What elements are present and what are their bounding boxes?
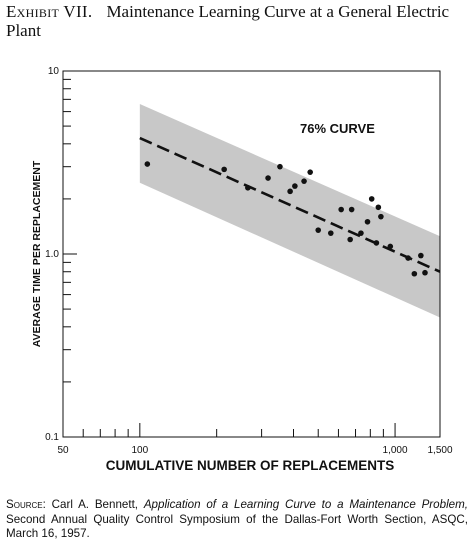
data-point <box>277 163 283 170</box>
data-point <box>307 169 313 175</box>
data-point <box>405 255 411 261</box>
x-tick-label: 50 <box>57 445 69 456</box>
data-point <box>265 175 271 181</box>
data-point <box>301 178 307 184</box>
y-tick-label: 10 <box>48 66 60 77</box>
data-point <box>411 270 418 277</box>
data-point <box>358 230 364 236</box>
data-point <box>422 269 428 276</box>
data-point <box>378 213 384 220</box>
data-point <box>418 252 424 259</box>
data-point <box>348 206 355 213</box>
trend-line-76-percent <box>139 136 441 273</box>
exhibit-number: Exhibit VII. <box>6 2 93 21</box>
learning-curve-chart: 50 100 1,000 1,500 0.1 1.0 10 76% CURVE AVERAG… <box>31 66 453 456</box>
data-point <box>375 204 382 211</box>
x-tick-label: 1,500 <box>427 445 452 456</box>
data-point <box>245 185 251 191</box>
data-point <box>292 183 298 189</box>
data-point <box>315 227 322 233</box>
exhibit-title: Exhibit VII. Maintenance Learning Curve a… <box>6 2 468 40</box>
data-point <box>364 218 371 225</box>
source-author: Carl A. Bennett, <box>51 498 139 511</box>
x-tick-label: 1,000 <box>383 445 408 456</box>
data-point <box>368 196 375 202</box>
y-axis-label: AVERAGE TIME PER REPLACEMENT <box>31 160 43 347</box>
source-note: Source: Carl A. Bennett, Application of … <box>6 498 468 542</box>
data-point <box>338 206 344 213</box>
data-point <box>347 236 353 243</box>
source-details: Second Annual Quality Control Symposium … <box>6 512 468 541</box>
x-tick-label: 100 <box>131 445 148 456</box>
data-point <box>287 188 293 195</box>
data-point <box>327 230 334 236</box>
source-title: Application of a Learning Curve to a Mai… <box>143 498 468 511</box>
data-point <box>387 243 394 250</box>
title-text: Maintenance Learning Curve at a General … <box>6 2 450 40</box>
x-axis-label: CUMULATIVE NUMBER OF REPLACEMENTS <box>105 458 395 473</box>
data-point <box>373 240 380 246</box>
shaded-band <box>139 104 440 318</box>
data-point <box>221 166 227 173</box>
curve-annotation: 76% CURVE <box>300 121 375 136</box>
y-tick-label: 0.1 <box>45 432 59 443</box>
y-tick-label: 1.0 <box>45 249 59 260</box>
source-label: Source: <box>6 498 46 511</box>
data-point <box>144 161 151 167</box>
